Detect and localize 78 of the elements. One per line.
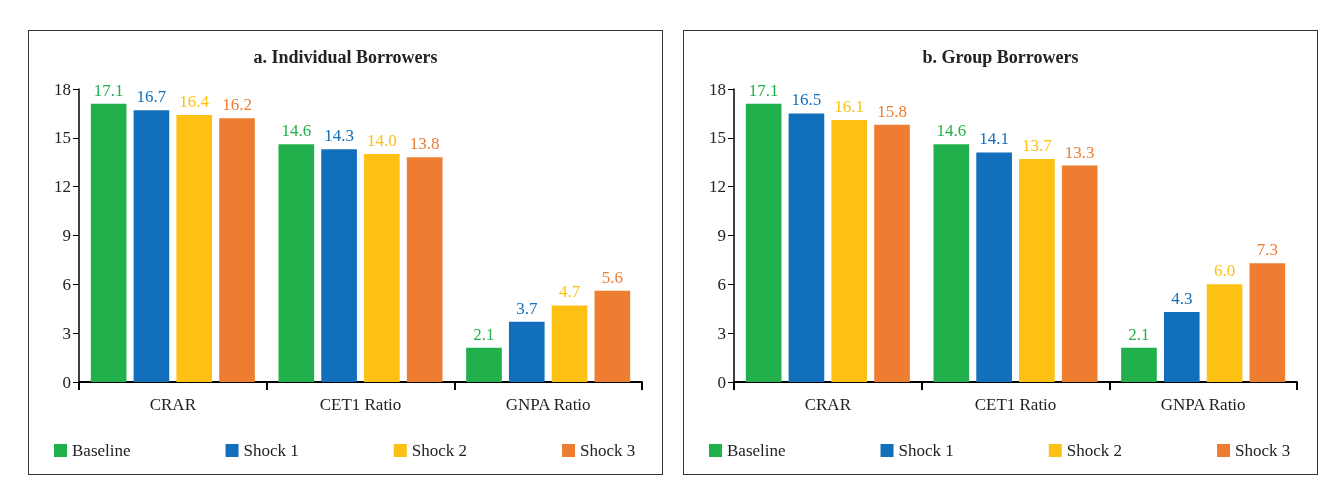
chart-title: b. Group Borrowers xyxy=(922,47,1079,67)
data-label: 16.5 xyxy=(791,90,822,110)
bar xyxy=(133,110,170,382)
y-tick-label: 15 xyxy=(54,128,71,148)
y-tick-label: 18 xyxy=(54,79,71,99)
legend-label: Shock 1 xyxy=(243,441,299,460)
bar xyxy=(321,149,357,382)
bar xyxy=(933,144,970,382)
bar xyxy=(219,118,255,382)
data-label: 6.0 xyxy=(1213,261,1236,281)
y-tick-label: 0 xyxy=(62,372,71,392)
y-tick-label: 3 xyxy=(62,323,71,343)
data-label: 17.1 xyxy=(748,80,779,100)
x-tick-label: CET1 Ratio xyxy=(319,395,402,414)
bar xyxy=(1206,284,1243,382)
y-tick-label: 12 xyxy=(54,177,71,197)
chart-title: a. Individual Borrowers xyxy=(253,47,438,67)
bar xyxy=(874,124,910,382)
data-label: 14.6 xyxy=(936,121,967,141)
bar xyxy=(278,144,315,382)
y-tick-label: 18 xyxy=(709,79,726,99)
data-label: 16.2 xyxy=(222,95,252,115)
bar xyxy=(466,347,502,382)
bar xyxy=(831,119,868,382)
data-label: 7.3 xyxy=(1256,240,1278,260)
bar xyxy=(176,115,213,382)
data-label: 2.1 xyxy=(1128,324,1150,344)
y-tick-label: 9 xyxy=(62,226,71,245)
data-label: 16.4 xyxy=(179,92,210,112)
data-label: 3.7 xyxy=(516,298,538,318)
data-label: 2.1 xyxy=(473,324,495,344)
legend-label: Shock 2 xyxy=(411,441,468,460)
legend-label: Shock 2 xyxy=(1066,441,1123,460)
bar xyxy=(90,103,127,382)
legend-label: Shock 3 xyxy=(580,441,636,460)
bar xyxy=(745,103,782,382)
y-tick-label: 12 xyxy=(709,177,726,197)
bar xyxy=(1019,158,1055,382)
bar xyxy=(364,154,400,382)
bar xyxy=(508,321,545,382)
data-label: 4.3 xyxy=(1171,289,1193,309)
legend-label: Shock 3 xyxy=(1235,441,1291,460)
bar xyxy=(594,290,631,382)
data-label: 14.6 xyxy=(281,121,312,141)
data-label: 16.1 xyxy=(834,96,865,116)
data-label: 14.1 xyxy=(979,129,1009,149)
x-tick-label: CRAR xyxy=(149,395,197,414)
legend-label: Shock 1 xyxy=(898,441,954,460)
data-label: 14.3 xyxy=(324,126,354,146)
legend-label: Baseline xyxy=(727,441,786,460)
bar xyxy=(551,305,588,382)
data-label: 5.6 xyxy=(601,267,623,287)
bar xyxy=(1061,165,1098,382)
y-tick-label: 3 xyxy=(717,323,726,343)
y-tick-label: 15 xyxy=(709,128,726,148)
y-tick-label: 0 xyxy=(717,372,726,392)
data-label: 4.7 xyxy=(558,282,581,302)
y-tick-label: 9 xyxy=(717,226,726,245)
x-tick-label: CET1 Ratio xyxy=(974,395,1057,414)
bar xyxy=(1121,347,1157,382)
x-tick-label: GNPA Ratio xyxy=(1160,395,1246,414)
legend-label: Baseline xyxy=(72,441,131,460)
bar xyxy=(406,157,443,382)
data-label: 13.7 xyxy=(1022,135,1053,155)
bar xyxy=(976,152,1012,382)
data-label: 13.8 xyxy=(409,134,440,154)
data-label: 14.0 xyxy=(367,131,397,151)
bar xyxy=(1163,312,1200,382)
data-label: 16.7 xyxy=(136,87,167,107)
x-tick-label: CRAR xyxy=(804,395,852,414)
data-label: 15.8 xyxy=(877,101,907,121)
data-label: 17.1 xyxy=(93,80,124,100)
x-tick-label: GNPA Ratio xyxy=(505,395,591,414)
y-tick-label: 6 xyxy=(717,274,726,294)
data-label: 13.3 xyxy=(1064,142,1095,162)
bar xyxy=(788,113,825,382)
bar xyxy=(1249,263,1286,382)
y-tick-label: 6 xyxy=(62,274,71,294)
